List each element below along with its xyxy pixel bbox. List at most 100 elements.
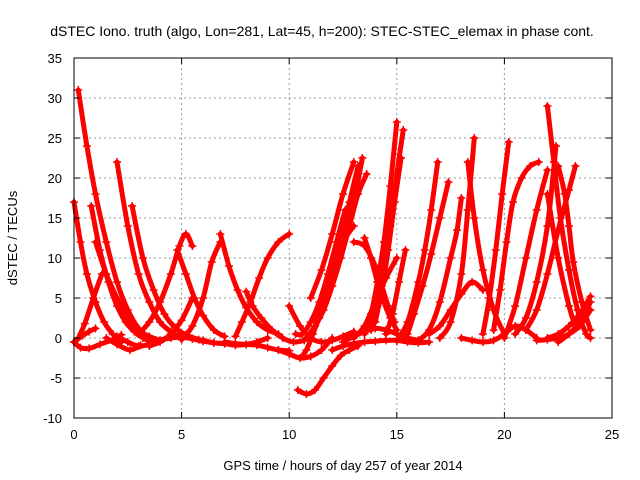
data-point <box>317 338 326 346</box>
data-point <box>543 334 552 342</box>
data-point <box>521 314 530 322</box>
data-point <box>554 330 563 338</box>
data-point <box>82 142 91 150</box>
data-point <box>113 158 122 166</box>
series-line <box>179 239 223 343</box>
data-point <box>349 238 358 246</box>
data-point <box>435 322 444 330</box>
data-point <box>517 174 526 182</box>
data-point <box>401 246 410 254</box>
series-56 <box>554 298 595 346</box>
data-point <box>366 254 375 262</box>
data-point <box>231 339 240 348</box>
data-point <box>543 190 552 198</box>
data-point <box>366 326 375 334</box>
data-point <box>504 138 513 146</box>
data-point <box>156 318 165 326</box>
series-line <box>312 163 361 325</box>
series-40 <box>392 158 442 346</box>
data-point <box>123 338 132 346</box>
data-point <box>76 343 85 352</box>
data-point <box>216 230 225 238</box>
y-tick-label: 25 <box>48 131 62 146</box>
data-point <box>345 346 354 354</box>
data-point <box>102 238 111 246</box>
data-point <box>311 386 320 394</box>
data-point <box>295 322 304 330</box>
data-point <box>233 286 242 294</box>
data-point <box>274 346 283 354</box>
data-point <box>478 330 487 338</box>
data-point <box>166 334 175 342</box>
series-39 <box>382 246 410 338</box>
series-line <box>555 299 593 345</box>
x-tick-label: 10 <box>282 427 296 442</box>
data-point <box>339 190 347 198</box>
data-point <box>435 334 444 342</box>
data-point <box>543 166 552 174</box>
data-point <box>89 294 98 302</box>
y-tick-label: 10 <box>48 251 62 266</box>
data-point <box>543 102 552 110</box>
data-point <box>209 326 218 334</box>
data-point <box>489 326 498 334</box>
series-1 <box>70 198 126 346</box>
data-point <box>123 314 132 322</box>
series-41 <box>403 178 453 338</box>
data-point <box>263 334 272 342</box>
data-point <box>509 198 518 206</box>
data-point <box>511 322 520 330</box>
data-point <box>328 230 337 238</box>
data-point <box>371 337 380 346</box>
data-point <box>414 336 423 345</box>
data-point <box>489 336 498 345</box>
data-point <box>457 270 466 278</box>
data-point <box>362 170 371 178</box>
data-point <box>173 246 182 254</box>
series-53 <box>521 162 580 334</box>
data-point <box>526 162 535 170</box>
data-point <box>377 286 386 294</box>
data-point <box>100 318 109 326</box>
series-line <box>544 191 578 329</box>
data-point <box>586 334 595 342</box>
data-point <box>549 158 558 166</box>
data-point <box>496 286 505 294</box>
data-point <box>392 254 401 262</box>
y-tick-label: 15 <box>48 211 62 226</box>
data-point <box>220 338 229 346</box>
data-point <box>285 350 294 358</box>
data-point <box>209 338 218 347</box>
data-point <box>319 294 328 302</box>
data-point <box>392 118 401 126</box>
data-point <box>82 270 91 278</box>
data-point <box>394 278 403 286</box>
data-point <box>113 340 122 349</box>
data-point <box>255 274 264 282</box>
data-point <box>371 318 380 326</box>
data-point <box>435 214 444 222</box>
data-point <box>582 330 591 338</box>
x-tick-label: 5 <box>178 427 185 442</box>
data-point <box>134 270 143 278</box>
data-point <box>74 86 83 94</box>
data-point <box>500 334 509 342</box>
y-tick-label: -5 <box>50 371 62 386</box>
data-point <box>328 336 337 345</box>
data-point <box>532 206 541 214</box>
data-point <box>339 338 347 346</box>
data-point <box>298 352 307 361</box>
data-point <box>102 334 111 342</box>
y-tick-label: -10 <box>43 411 62 426</box>
data-point <box>319 374 328 382</box>
data-point <box>349 158 358 166</box>
data-point <box>123 222 132 230</box>
data-point <box>336 351 345 360</box>
data-point <box>446 254 455 262</box>
data-point <box>349 334 358 342</box>
data-point <box>85 327 94 336</box>
data-point <box>257 314 266 322</box>
data-point <box>388 310 397 318</box>
data-point <box>463 158 472 166</box>
data-point <box>97 270 106 278</box>
